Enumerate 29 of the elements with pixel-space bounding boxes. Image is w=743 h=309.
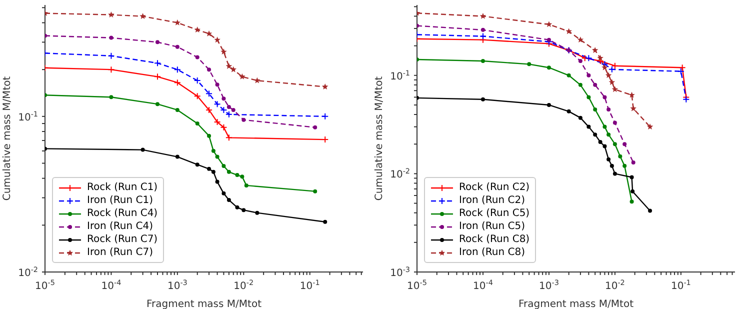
legend-label: Iron (Run C4) — [87, 221, 153, 232]
legend-label: Rock (Run C4) — [87, 208, 158, 219]
x-tick-label: 10$^{-4}$ — [473, 278, 494, 292]
legend-label: Iron (Run C2) — [459, 195, 525, 206]
legend-label: Rock (Run C7) — [87, 234, 158, 245]
x-tick-label: 10$^{-2}$ — [234, 278, 254, 292]
x-tick-label: 10$^{-1}$ — [670, 278, 691, 292]
x-tick-label: 10$^{-4}$ — [101, 278, 122, 292]
y-axis-title: Cumulative mass M/Mtot — [374, 76, 385, 201]
legend-label: Iron (Run C5) — [459, 221, 525, 232]
x-tick-label: 10$^{-2}$ — [604, 278, 625, 292]
y-tick-label: 10$^{-1}$ — [390, 68, 410, 82]
legend-label: Iron (Run C1) — [87, 195, 153, 206]
y-tick-label: 10$^{-3}$ — [390, 264, 410, 279]
y-tick-label: 10$^{-2}$ — [390, 166, 410, 181]
legend-label: Rock (Run C8) — [459, 234, 530, 245]
legend-label: Iron (Run C8) — [459, 247, 525, 258]
legend-label: Rock (Run C1) — [87, 182, 158, 193]
x-tick-label: 10$^{-5}$ — [35, 278, 55, 292]
x-tick-label: 10$^{-1}$ — [300, 278, 320, 292]
x-tick-label: 10$^{-3}$ — [539, 278, 559, 292]
x-axis-title: Fragment mass M/Mtot — [518, 299, 634, 309]
legend-label: Iron (Run C7) — [87, 247, 153, 258]
x-tick-label: 10$^{-5}$ — [407, 278, 427, 292]
x-axis-title: Fragment mass M/Mtot — [146, 299, 262, 309]
y-axis-title: Cumulative mass M/Mtot — [2, 76, 13, 201]
x-tick-label: 10$^{-3}$ — [167, 278, 188, 292]
legend-label: Rock (Run C2) — [459, 182, 530, 193]
legend-label: Rock (Run C5) — [459, 208, 530, 219]
